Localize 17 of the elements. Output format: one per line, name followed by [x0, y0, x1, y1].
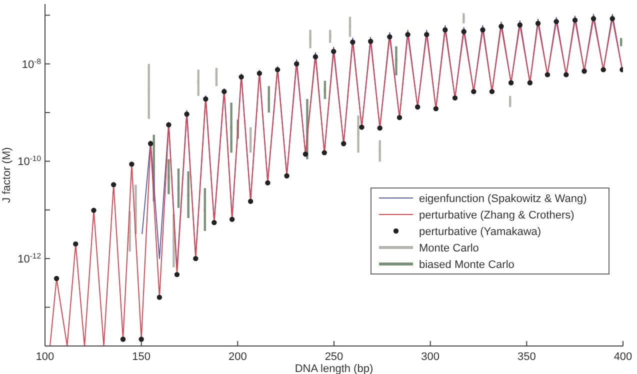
x-tick-label: 200	[228, 351, 247, 363]
y-axis-title: J factor (M)	[1, 147, 13, 203]
legend-label: perturbative (Zhang & Crothers)	[419, 210, 574, 222]
y-tick-label: 10$^{-10}$	[18, 154, 41, 168]
legend-label: eigenfunction (Spakowitz & Wang)	[419, 193, 587, 205]
x-axis-title: DNA length (bp)	[294, 363, 374, 374]
x-tick-label: 350	[517, 351, 536, 363]
x-tick-label: 150	[132, 351, 151, 363]
x-tick-label: 100	[36, 351, 54, 363]
x-tick-label: 400	[614, 351, 632, 363]
legend-label: Monte Carlo	[419, 242, 479, 254]
x-tick-label: 250	[324, 351, 344, 363]
legend-label: perturbative (Yamakawa)	[419, 226, 542, 238]
x-tick-label: 300	[421, 351, 440, 363]
legend-label: biased Monte Carlo	[419, 259, 514, 271]
y-tick-label: 10$^{-8}$	[22, 56, 41, 71]
y-tick-label: 10$^{-12}$	[18, 251, 41, 266]
